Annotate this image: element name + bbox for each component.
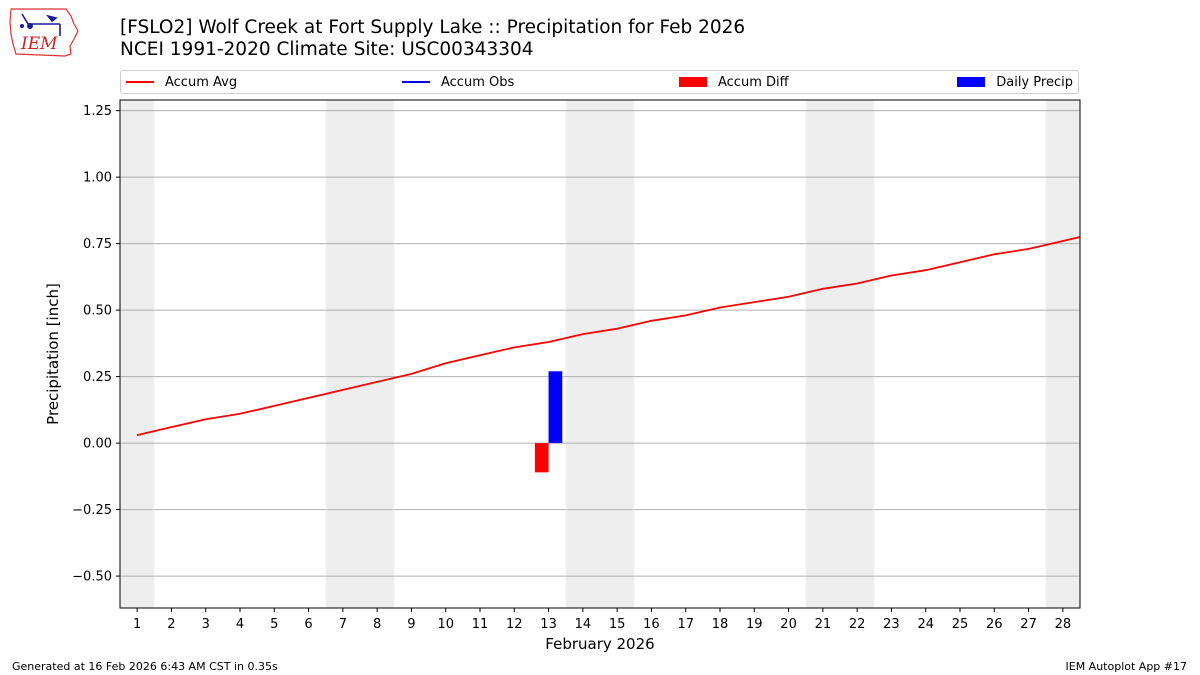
x-axis-label: February 2026 [545, 635, 654, 653]
y-tick-label-0: −0.50 [72, 570, 112, 585]
x-tick-label-2: 2 [167, 617, 175, 632]
bar-accum-diff [534, 443, 549, 473]
x-tick-label-15: 15 [609, 617, 626, 632]
x-tick-label-12: 12 [506, 617, 523, 632]
x-tick-label-21: 21 [815, 617, 832, 632]
x-tick-label-18: 18 [712, 617, 729, 632]
x-tick-label-8: 8 [373, 617, 381, 632]
y-axis-ticks: −0.50 −0.25 0.00 0.25 0.50 0.75 1.00 1.25 [72, 104, 120, 585]
x-tick-label-11: 11 [472, 617, 489, 632]
legend-label: Accum Obs [441, 74, 515, 90]
legend-label: Accum Diff [718, 74, 789, 90]
legend-label: Accum Avg [165, 74, 238, 90]
generated-timestamp: Generated at 16 Feb 2026 6:43 AM CST in … [12, 660, 278, 673]
bar-daily-precip [548, 371, 563, 444]
x-tick-label-24: 24 [917, 617, 934, 632]
x-tick-label-22: 22 [849, 617, 866, 632]
y-tick-label-5: 0.75 [83, 237, 112, 252]
legend-item-daily-precip: Daily Precip [957, 71, 1073, 93]
y-tick-label-6: 1.00 [83, 171, 112, 186]
bars [534, 371, 563, 473]
series-line-accum-avg [136, 236, 1081, 436]
plot-frame [119, 99, 1081, 609]
series-lines [136, 236, 1081, 436]
legend-swatch [402, 81, 430, 83]
x-tick-label-27: 27 [1020, 617, 1037, 632]
weekend-shade-2 [565, 100, 635, 608]
legend: Accum Avg Accum Obs Accum Diff Daily Precip [120, 70, 1079, 94]
iowa-outline-icon [9, 8, 79, 57]
x-tick-label-16: 16 [643, 617, 660, 632]
x-axis-ticks: 1 2 3 4 5 6 7 8 9 10 11 12 13 14 15 16 17 18 19 20 21 22 23 24 2… [133, 608, 1071, 632]
x-tick-label-9: 9 [407, 617, 415, 632]
x-tick-label-20: 20 [780, 617, 797, 632]
weekend-shade-0 [120, 100, 155, 608]
weekend-shade-4 [1045, 100, 1080, 608]
x-tick-label-6: 6 [304, 617, 312, 632]
legend-swatch [957, 77, 986, 87]
chart-title: [FSLO2] Wolf Creek at Fort Supply Lake :… [120, 17, 746, 38]
legend-label: Daily Precip [996, 74, 1073, 90]
weekend-shade-1 [325, 100, 395, 608]
x-tick-label-1: 1 [133, 617, 141, 632]
legend-swatch [126, 81, 154, 83]
x-tick-label-13: 13 [540, 617, 557, 632]
x-tick-label-28: 28 [1055, 617, 1072, 632]
x-tick-label-23: 23 [883, 617, 900, 632]
legend-swatch [679, 77, 707, 87]
y-axis-label: Precipitation [inch] [44, 283, 62, 425]
y-tick-label-3: 0.25 [83, 370, 112, 385]
logo-text: IEM [20, 34, 58, 54]
x-tick-label-26: 26 [986, 617, 1003, 632]
x-tick-label-5: 5 [270, 617, 278, 632]
chart-subtitle: NCEI 1991-2020 Climate Site: USC00343304 [120, 39, 534, 60]
weekend-shading [120, 100, 1080, 608]
y-tick-label-7: 1.25 [83, 104, 112, 119]
legend-item-accum-obs: Accum Obs [402, 71, 514, 93]
iem-logo: IEM [9, 8, 79, 57]
x-tick-label-7: 7 [339, 617, 347, 632]
y-tick-label-4: 0.50 [83, 304, 112, 319]
app-credit: IEM Autoplot App #17 [1065, 660, 1188, 673]
x-tick-label-14: 14 [575, 617, 592, 632]
grid-lines [120, 110, 1080, 577]
weekend-shade-3 [805, 100, 875, 608]
legend-item-accum-diff: Accum Diff [679, 71, 789, 93]
y-tick-label-1: −0.25 [72, 503, 112, 518]
x-tick-label-3: 3 [202, 617, 210, 632]
weather-instrument-icon [20, 13, 61, 36]
x-tick-label-19: 19 [746, 617, 763, 632]
x-tick-label-25: 25 [952, 617, 969, 632]
x-tick-label-10: 10 [437, 617, 454, 632]
y-tick-label-2: 0.00 [83, 437, 112, 452]
x-tick-label-17: 17 [677, 617, 694, 632]
legend-item-accum-avg: Accum Avg [126, 71, 237, 93]
x-tick-label-4: 4 [236, 617, 244, 632]
